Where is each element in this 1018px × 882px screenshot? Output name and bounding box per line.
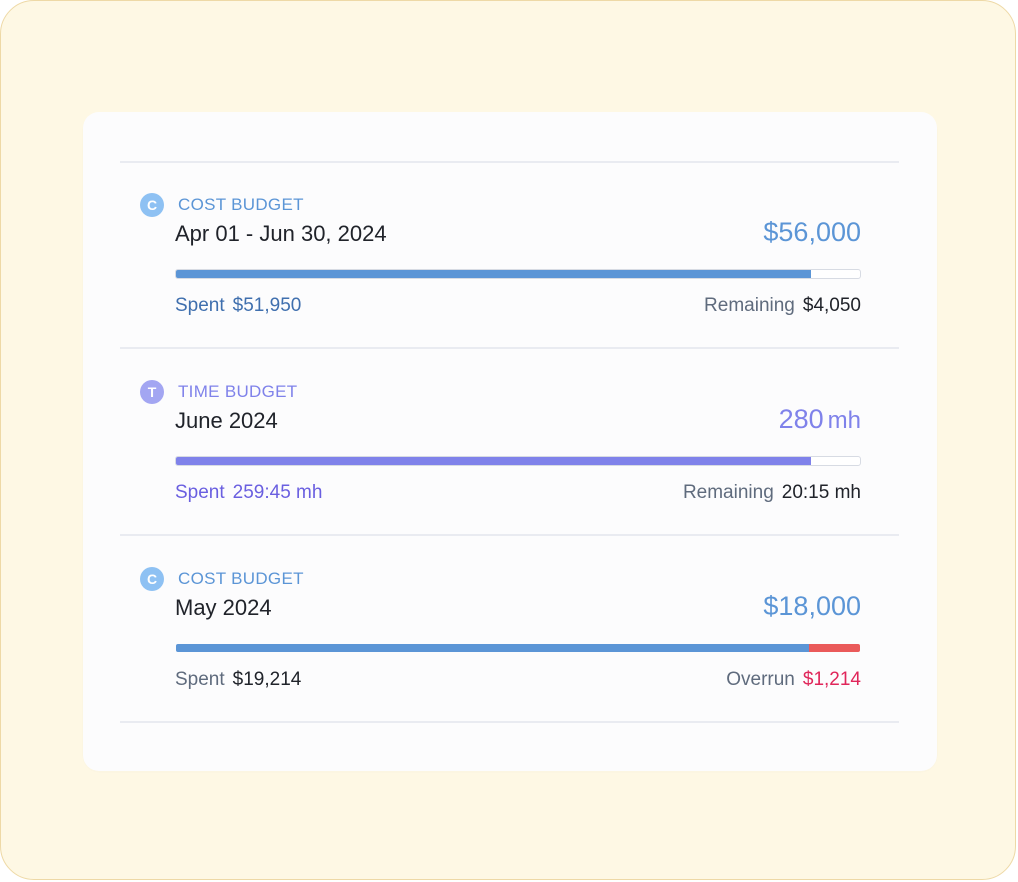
budget-amount: $56,000 xyxy=(763,217,861,248)
remaining-value: 20:15 mh xyxy=(781,482,861,503)
badge-letter: C xyxy=(146,197,158,213)
budgets-card: C COST BUDGET Apr 01 - Jun 30, 2024 $56,… xyxy=(83,112,937,771)
spent-value: 259:45 mh xyxy=(232,482,323,503)
cost-budget-icon: C xyxy=(140,567,164,591)
overrun-summary: Overrun $1,214 xyxy=(726,669,861,691)
budget-item-cost-1[interactable]: C COST BUDGET Apr 01 - Jun 30, 2024 $56,… xyxy=(83,112,937,316)
budget-amount: 280 mh xyxy=(779,404,861,435)
budget-progress-bar xyxy=(175,643,861,653)
spent-summary: Spent 259:45 mh xyxy=(175,482,322,504)
progress-fill xyxy=(176,457,811,465)
progress-fill xyxy=(176,644,809,652)
spent-value: $51,950 xyxy=(232,295,302,316)
badge-letter: T xyxy=(147,384,157,400)
spent-label: Spent xyxy=(175,669,225,690)
spent-summary: Spent $51,950 xyxy=(175,295,301,317)
budget-amount: $18,000 xyxy=(763,591,861,622)
budget-amount-value: 280 xyxy=(778,404,824,434)
overrun-label: Overrun xyxy=(726,669,795,690)
badge-letter: C xyxy=(146,571,158,587)
budget-period: June 2024 xyxy=(175,408,278,433)
divider xyxy=(120,161,899,163)
budget-amount-unit: mh xyxy=(827,407,861,434)
budget-type-label: TIME BUDGET xyxy=(178,382,298,401)
overrun-value: $1,214 xyxy=(802,669,861,690)
remaining-label: Remaining xyxy=(704,295,795,316)
divider xyxy=(120,347,899,349)
remaining-summary: Remaining 20:15 mh xyxy=(683,482,861,504)
divider xyxy=(120,534,899,536)
spent-value: $19,214 xyxy=(232,669,302,690)
remaining-summary: Remaining $4,050 xyxy=(704,295,861,317)
spent-label: Spent xyxy=(175,482,225,503)
overrun-fill xyxy=(808,644,860,652)
budget-progress-bar xyxy=(175,269,861,279)
spent-summary: Spent $19,214 xyxy=(175,669,301,691)
spent-label: Spent xyxy=(175,295,225,316)
budget-progress-bar xyxy=(175,456,861,466)
budget-period: Apr 01 - Jun 30, 2024 xyxy=(175,221,387,246)
remaining-value: $4,050 xyxy=(802,295,861,316)
budget-amount-value: $18,000 xyxy=(763,591,861,621)
progress-fill xyxy=(176,270,811,278)
divider xyxy=(120,721,899,723)
budget-item-cost-2[interactable]: C COST BUDGET May 2024 $18,000 Spent $19,… xyxy=(83,486,937,690)
cost-budget-icon: C xyxy=(140,193,164,217)
budget-period: May 2024 xyxy=(175,595,272,620)
budget-type-label: COST BUDGET xyxy=(178,569,304,588)
time-budget-icon: T xyxy=(140,380,164,404)
budget-amount-value: $56,000 xyxy=(763,217,861,247)
budget-type-label: COST BUDGET xyxy=(178,195,304,214)
remaining-label: Remaining xyxy=(682,482,774,503)
budget-item-time[interactable]: T TIME BUDGET June 2024 280 mh Spent 259:4… xyxy=(83,299,937,503)
